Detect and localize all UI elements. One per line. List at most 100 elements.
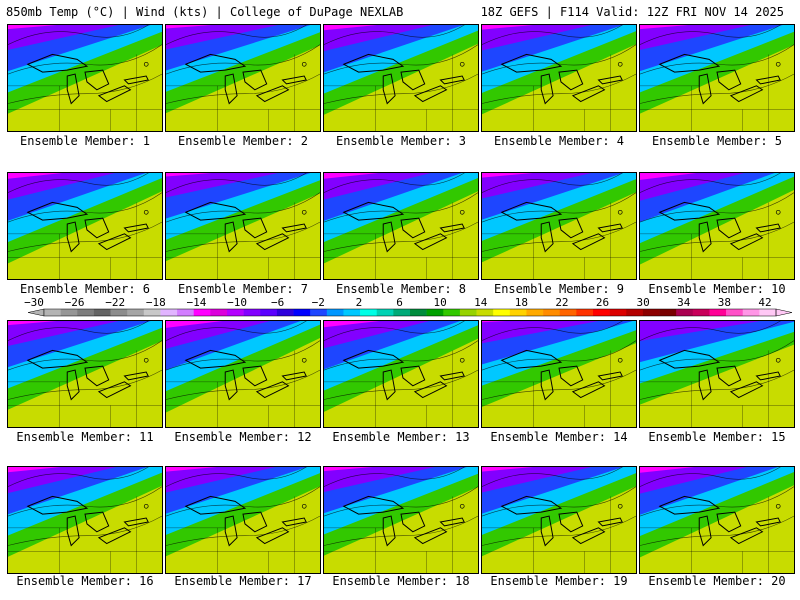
colorbar-tick-label: −2 (312, 296, 325, 309)
colorbar-segment (60, 309, 78, 316)
ensemble-member-panel (481, 466, 637, 574)
ensemble-member-label: Ensemble Member: 1 (19, 134, 151, 148)
colorbar-segment (227, 309, 244, 316)
ensemble-member-panel (7, 172, 163, 280)
colorbar-segment (210, 309, 228, 316)
colorbar-segment (343, 309, 361, 316)
colorbar-segment (759, 309, 777, 316)
colorbar-segment (77, 309, 95, 316)
colorbar-tick-label: −10 (227, 296, 247, 309)
map-header-valid-time: 18Z GEFS | F114 Valid: 12Z FRI NOV 14 20… (480, 5, 784, 19)
ensemble-member-panel (481, 24, 637, 132)
colorbar-tick-label: 26 (596, 296, 609, 309)
ensemble-member-label: Ensemble Member: 13 (332, 430, 470, 444)
colorbar-tick-label: 6 (396, 296, 403, 309)
colorbar-segment (393, 309, 411, 316)
ensemble-member-label: Ensemble Member: 10 (648, 282, 786, 296)
colorbar-segment (143, 309, 161, 316)
colorbar-tick-label: 34 (677, 296, 691, 309)
colorbar-segment (476, 309, 494, 316)
colorbar-segment (127, 309, 145, 316)
colorbar-segment (44, 309, 61, 316)
ensemble-member-panel (323, 172, 479, 280)
colorbar-segment (376, 309, 394, 316)
ensemble-member-panel (639, 24, 795, 132)
colorbar-segment (709, 309, 727, 316)
colorbar-tick-label: 14 (474, 296, 488, 309)
ensemble-member-panel (7, 466, 163, 574)
ensemble-member-panel (7, 24, 163, 132)
ensemble-member-panel (323, 320, 479, 428)
colorbar-segment (310, 309, 328, 316)
colorbar-segment (360, 309, 378, 316)
ensemble-member-panel (165, 172, 321, 280)
colorbar-segment (509, 309, 527, 316)
colorbar-segment (526, 309, 544, 316)
colorbar-segment (543, 309, 561, 316)
ensemble-member-label: Ensemble Member: 16 (16, 574, 154, 588)
colorbar-tick-label: −14 (187, 296, 207, 309)
ensemble-member-panel (639, 466, 795, 574)
colorbar-tick-label: −26 (65, 296, 85, 309)
colorbar-segment (593, 309, 610, 316)
colorbar-segment (676, 309, 694, 316)
colorbar-segment (493, 309, 511, 316)
temperature-colorbar: −30 −26 −22 −18 −14 −10 −6 −2 2 6 10 14 18 22 26 30 34 38… (24, 296, 793, 317)
colorbar-segment (443, 309, 461, 316)
ensemble-member-panel (639, 320, 795, 428)
colorbar-segment (726, 309, 744, 316)
colorbar-segment (426, 309, 444, 316)
ensemble-member-label: Ensemble Member: 17 (174, 574, 312, 588)
colorbar-segment (193, 309, 211, 316)
ensemble-member-panel (639, 172, 795, 280)
colorbar-segment (293, 309, 311, 316)
colorbar-tick-label: 30 (637, 296, 650, 309)
ensemble-member-panel (481, 320, 637, 428)
ensemble-member-panel (165, 466, 321, 574)
colorbar-segment (609, 309, 627, 316)
colorbar-segment (742, 309, 760, 316)
ensemble-member-label: Ensemble Member: 14 (490, 430, 628, 444)
colorbar-segment (626, 309, 644, 316)
ensemble-member-label: Ensemble Member: 9 (493, 282, 625, 296)
colorbar-segment (326, 309, 344, 316)
ensemble-member-panel (323, 24, 479, 132)
colorbar-segment (692, 309, 710, 316)
ensemble-member-label: Ensemble Member: 18 (332, 574, 470, 588)
colorbar-segment (642, 309, 660, 316)
ensemble-member-label: Ensemble Member: 4 (493, 134, 625, 148)
colorbar-segment (576, 309, 594, 316)
colorbar-left-arrow (27, 308, 45, 317)
colorbar-segment (177, 309, 195, 316)
ensemble-member-label: Ensemble Member: 7 (177, 282, 309, 296)
ensemble-member-label: Ensemble Member: 6 (19, 282, 151, 296)
colorbar-segment (459, 309, 477, 316)
ensemble-member-label: Ensemble Member: 19 (490, 574, 628, 588)
colorbar-tick-label: 22 (555, 296, 568, 309)
ensemble-member-label: Ensemble Member: 8 (335, 282, 467, 296)
colorbar-tick-label: 18 (515, 296, 528, 309)
colorbar-tick-label: −22 (105, 296, 125, 309)
ensemble-member-panel (323, 466, 479, 574)
colorbar-segment (559, 309, 577, 316)
colorbar-segment (260, 309, 278, 316)
colorbar-right-arrow (775, 308, 793, 317)
colorbar-tick-label: −6 (271, 296, 284, 309)
colorbar-tick-label: −18 (146, 296, 166, 309)
colorbar-segment (410, 309, 427, 316)
ensemble-member-panel (7, 320, 163, 428)
colorbar-segment (93, 309, 111, 316)
ensemble-member-label: Ensemble Member: 3 (335, 134, 467, 148)
colorbar-tick-label: 38 (718, 296, 731, 309)
colorbar-segment (276, 309, 294, 316)
ensemble-member-label: Ensemble Member: 2 (177, 134, 309, 148)
colorbar-segment (160, 309, 178, 316)
colorbar-tick-label: −30 (24, 296, 44, 309)
ensemble-member-label: Ensemble Member: 15 (648, 430, 786, 444)
colorbar-segment (110, 309, 128, 316)
map-header-title: 850mb Temp (°C) | Wind (kts) | College o… (6, 5, 404, 19)
colorbar-segment (659, 309, 677, 316)
ensemble-member-label: Ensemble Member: 5 (651, 134, 783, 148)
colorbar-segment (243, 309, 261, 316)
colorbar-tick-label: 2 (356, 296, 363, 309)
